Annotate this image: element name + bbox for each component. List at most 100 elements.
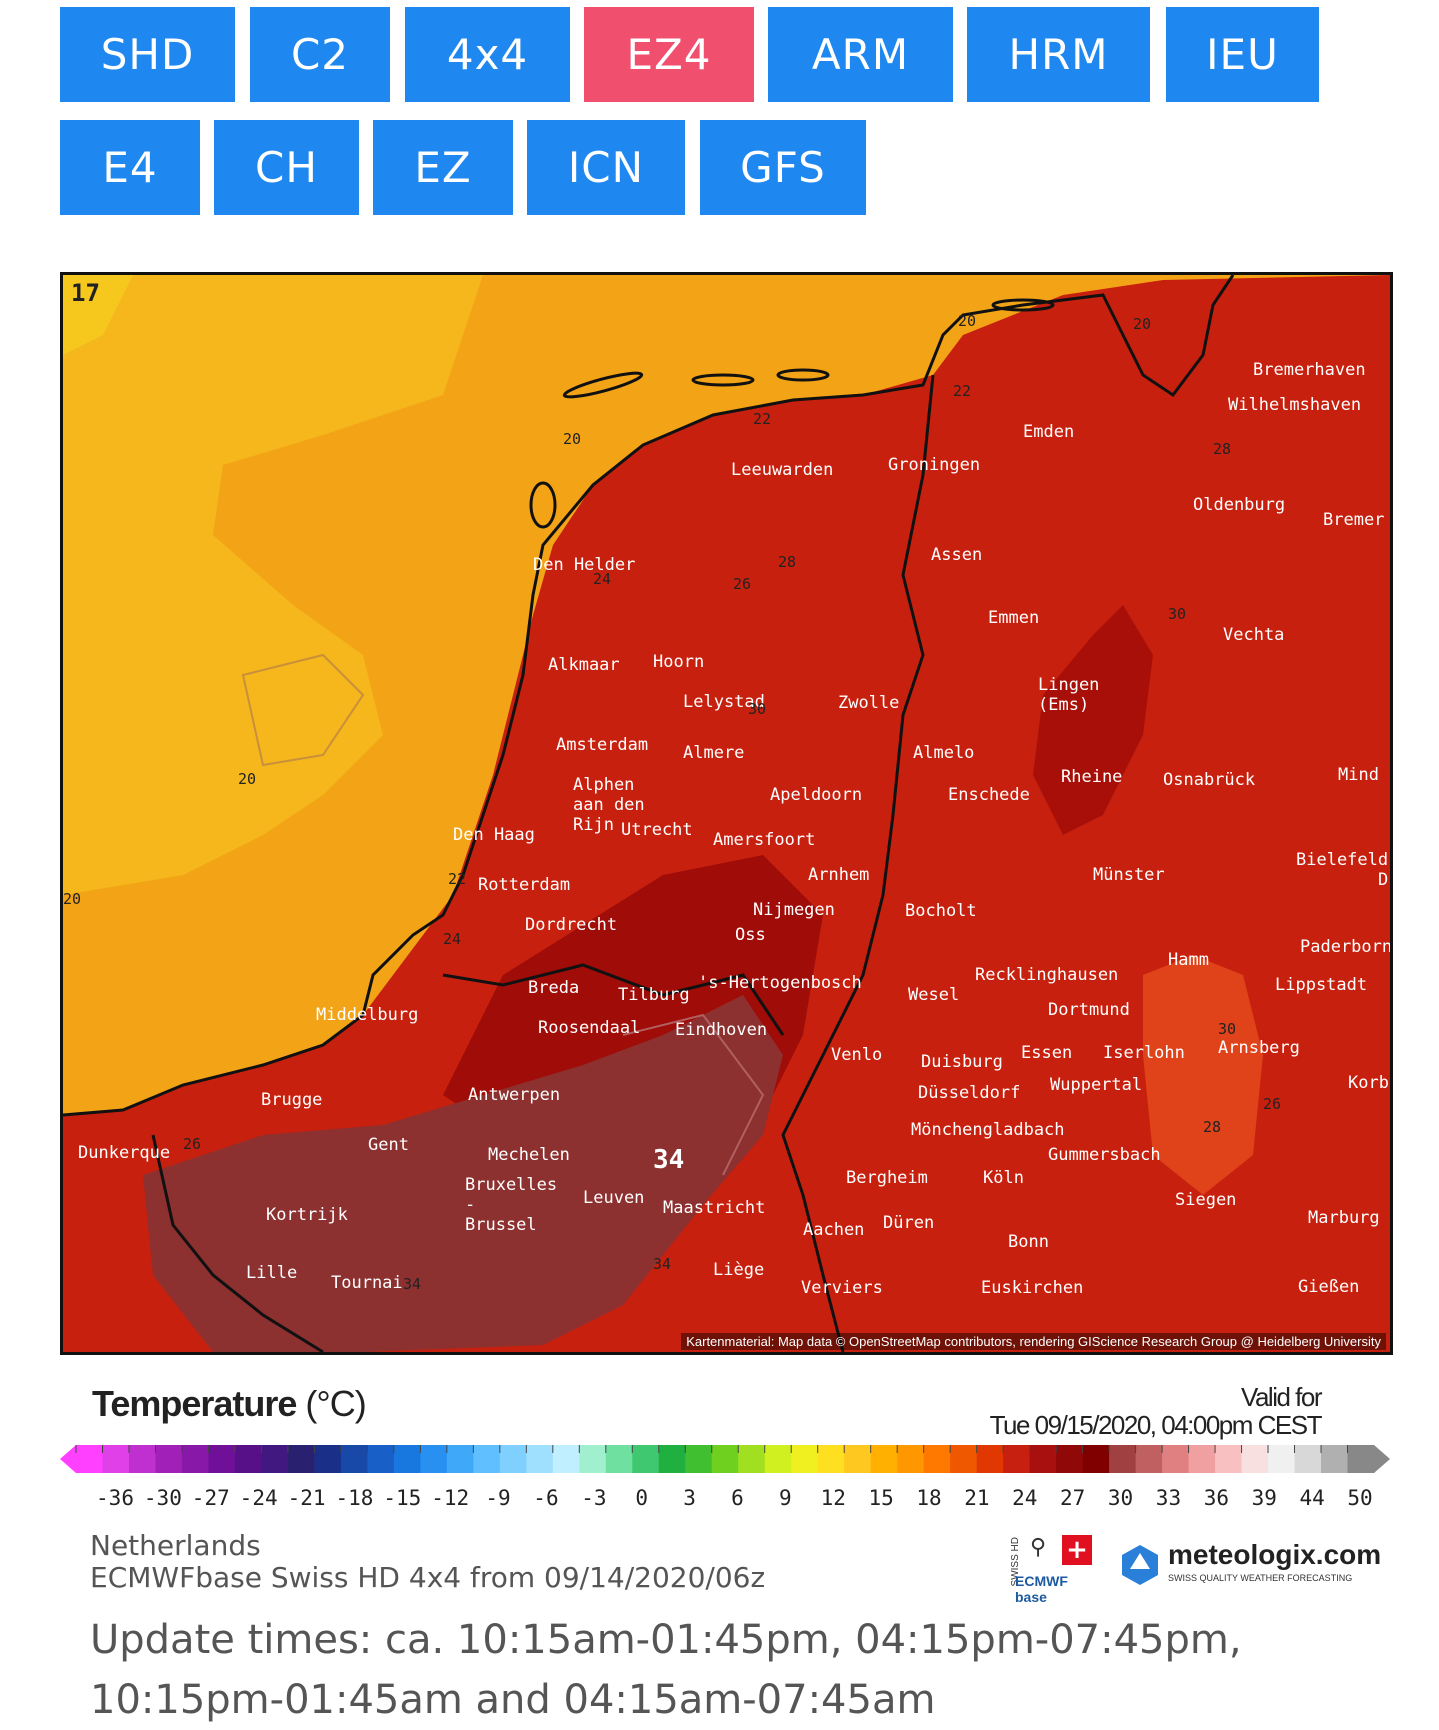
scale-tick-label: -27 bbox=[191, 1486, 230, 1510]
isotherm-label: 28 bbox=[1203, 1118, 1222, 1136]
city-label: Nijmegen bbox=[753, 900, 835, 920]
scale-swatch bbox=[340, 1445, 368, 1473]
scale-swatch bbox=[897, 1445, 925, 1473]
scale-tick-label: -18 bbox=[335, 1486, 374, 1510]
tab-arm[interactable]: ARM bbox=[768, 7, 953, 102]
city-label: Münster bbox=[1093, 865, 1165, 885]
brand-name: meteologix.com bbox=[1168, 1539, 1382, 1570]
city-label: Duisburg bbox=[921, 1052, 1003, 1072]
scale-swatch bbox=[420, 1445, 448, 1473]
temperature-map[interactable]: 17 Bremerhaven Wilhelmshaven Emden Groni… bbox=[60, 272, 1393, 1355]
scale-tick-label: 15 bbox=[868, 1486, 894, 1510]
isotherm-label: 20 bbox=[563, 430, 582, 448]
cool-corner bbox=[63, 275, 133, 355]
isotherm-label: 20 bbox=[238, 770, 257, 788]
city-label: Bocholt bbox=[905, 901, 977, 921]
city-label: Gießen bbox=[1298, 1277, 1360, 1297]
city-label: Bielefeld bbox=[1296, 850, 1389, 870]
city-label: Lippstadt bbox=[1275, 975, 1368, 995]
tab-c2[interactable]: C2 bbox=[250, 7, 390, 102]
city-label: Mind bbox=[1338, 765, 1379, 785]
scale-tick-label: -21 bbox=[287, 1486, 326, 1510]
scale-tick-label: 18 bbox=[916, 1486, 942, 1510]
city-label: Paderborn bbox=[1300, 937, 1393, 957]
scale-swatch bbox=[1056, 1445, 1084, 1473]
city-label: Alkmaar bbox=[548, 655, 620, 675]
scale-swatch bbox=[923, 1445, 951, 1473]
isotherm-label: 30 bbox=[1218, 1020, 1237, 1038]
city-label: Oss bbox=[735, 925, 766, 945]
border-nl-de bbox=[781, 374, 935, 1352]
scale-swatch bbox=[579, 1445, 607, 1473]
city-label: Emmen bbox=[988, 608, 1040, 628]
city-label: Tournai bbox=[331, 1273, 403, 1293]
scale-swatch bbox=[1188, 1445, 1216, 1473]
city-label: Breda bbox=[528, 978, 580, 998]
scale-tick-label: -15 bbox=[383, 1486, 422, 1510]
forecast-meta: Netherlands ECMWFbase Swiss HD 4x4 from … bbox=[90, 1530, 765, 1594]
ecmwf-text: ECMWF base bbox=[1015, 1573, 1068, 1605]
city-label: Bremer bbox=[1323, 510, 1385, 530]
scale-swatch bbox=[791, 1445, 819, 1473]
city-label: Amsterdam bbox=[556, 735, 649, 755]
scale-tick-label: 27 bbox=[1060, 1486, 1086, 1510]
city-label: Kortrijk bbox=[266, 1205, 348, 1225]
scale-swatch bbox=[764, 1445, 792, 1473]
scale-swatch bbox=[314, 1445, 342, 1473]
coastline bbox=[63, 275, 1235, 1117]
city-label: Vechta bbox=[1223, 625, 1285, 645]
tab-icn[interactable]: ICN bbox=[527, 120, 685, 215]
tab-shd[interactable]: SHD bbox=[60, 7, 235, 102]
scale-swatch bbox=[1162, 1445, 1190, 1473]
tab-gfs[interactable]: GFS bbox=[700, 120, 866, 215]
city-label: 's-Hertogenbosch bbox=[698, 973, 862, 993]
city-label: Den Haag bbox=[453, 825, 535, 845]
city-label: Essen bbox=[1021, 1043, 1073, 1063]
city-label: Iserlohn bbox=[1103, 1043, 1185, 1063]
scale-swatch bbox=[1109, 1445, 1137, 1473]
isoline-34 bbox=[622, 1013, 765, 1176]
island-vlieland bbox=[691, 373, 755, 387]
scale-tick-label: 9 bbox=[779, 1486, 792, 1510]
city-label: Assen bbox=[931, 545, 983, 565]
cool-field bbox=[63, 275, 483, 895]
scale-tick-label: 21 bbox=[964, 1486, 990, 1510]
scale-swatch bbox=[1321, 1445, 1349, 1473]
tab-4x4[interactable]: 4x4 bbox=[405, 7, 570, 102]
scale-swatch bbox=[208, 1445, 236, 1473]
isotherm-label: 26 bbox=[183, 1135, 202, 1153]
scale-swatch bbox=[976, 1445, 1004, 1473]
city-label: Bonn bbox=[1008, 1232, 1049, 1252]
scale-swatch bbox=[234, 1445, 262, 1473]
city-label: Wesel bbox=[908, 985, 960, 1005]
model-tabs: SHD C2 4x4 EZ4 ARM HRM IEU E4 CH EZ ICN … bbox=[0, 0, 1439, 230]
city-label: Bremerhaven bbox=[1253, 360, 1366, 380]
tab-ez[interactable]: EZ bbox=[373, 120, 513, 215]
isotherm-label: 34 bbox=[403, 1275, 422, 1293]
tab-ez4[interactable]: EZ4 bbox=[584, 7, 754, 102]
magnifier-icon: ⚲ bbox=[1030, 1535, 1047, 1560]
tab-ieu[interactable]: IEU bbox=[1166, 7, 1319, 102]
city-label: Rotterdam bbox=[478, 875, 571, 895]
tab-hrm[interactable]: HRM bbox=[967, 7, 1150, 102]
tab-e4[interactable]: E4 bbox=[60, 120, 200, 215]
scale-swatch bbox=[155, 1445, 183, 1473]
isotherm-label: 22 bbox=[753, 410, 772, 428]
scale-swatch bbox=[526, 1445, 554, 1473]
isotherm-label: 20 bbox=[958, 312, 977, 330]
legend-title-text: Temperature bbox=[92, 1383, 297, 1424]
scale-swatch bbox=[552, 1445, 580, 1473]
city-label: Brugge bbox=[261, 1090, 323, 1110]
isotherm-label: 22 bbox=[953, 382, 972, 400]
tab-ch[interactable]: CH bbox=[214, 120, 359, 215]
scale-swatch bbox=[817, 1445, 845, 1473]
scale-swatch bbox=[1003, 1445, 1031, 1473]
scale-swatch bbox=[181, 1445, 209, 1473]
isotherm-label: 30 bbox=[748, 700, 767, 718]
color-scale-ticks: -36 -30 -27 -24 -21 -18 -15 -12 -9 -6 -3 0 3 6 9 12 15 18… bbox=[60, 1486, 1390, 1516]
scale-arrow-low bbox=[60, 1445, 76, 1473]
scale-swatch bbox=[261, 1445, 289, 1473]
isotherm-label: 20 bbox=[63, 890, 82, 908]
scale-tick-label: -6 bbox=[533, 1486, 559, 1510]
scale-tick-label: 24 bbox=[1012, 1486, 1038, 1510]
